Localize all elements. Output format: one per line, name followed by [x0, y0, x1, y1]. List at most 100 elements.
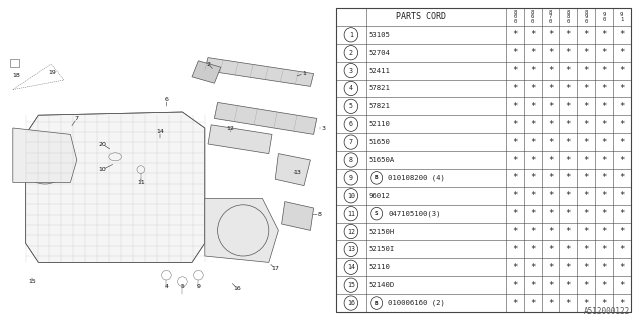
- Text: 3: 3: [321, 125, 325, 131]
- Text: *: *: [601, 156, 607, 164]
- Text: B: B: [375, 300, 378, 306]
- Text: *: *: [548, 102, 553, 111]
- Text: *: *: [530, 102, 535, 111]
- Text: 1: 1: [302, 71, 306, 76]
- Text: *: *: [566, 191, 571, 200]
- Text: *: *: [583, 48, 589, 57]
- Text: *: *: [583, 299, 589, 308]
- Text: *: *: [601, 102, 607, 111]
- Text: *: *: [619, 281, 625, 290]
- Text: *: *: [548, 173, 553, 182]
- Text: S: S: [375, 211, 378, 216]
- Text: 10: 10: [99, 167, 106, 172]
- Polygon shape: [208, 125, 272, 154]
- Text: *: *: [566, 66, 571, 75]
- Polygon shape: [26, 112, 205, 262]
- Text: 6: 6: [164, 97, 168, 102]
- Text: *: *: [512, 120, 518, 129]
- Text: 8
7
0: 8 7 0: [549, 10, 552, 24]
- Text: *: *: [583, 173, 589, 182]
- Text: *: *: [619, 299, 625, 308]
- Text: 3: 3: [349, 68, 353, 74]
- Text: *: *: [601, 191, 607, 200]
- Text: *: *: [548, 227, 553, 236]
- Text: 10: 10: [347, 193, 355, 199]
- Text: 51650A: 51650A: [369, 157, 395, 163]
- Text: 16: 16: [233, 285, 241, 291]
- Text: *: *: [583, 156, 589, 164]
- Text: *: *: [566, 30, 571, 39]
- Text: *: *: [601, 84, 607, 93]
- Text: *: *: [530, 48, 535, 57]
- Text: 96012: 96012: [369, 193, 390, 199]
- Text: *: *: [512, 48, 518, 57]
- Text: *: *: [566, 263, 571, 272]
- Text: A512000122: A512000122: [584, 307, 630, 316]
- Text: *: *: [566, 138, 571, 147]
- Text: *: *: [512, 299, 518, 308]
- Text: *: *: [530, 209, 535, 218]
- Text: 9
0: 9 0: [602, 12, 605, 22]
- Text: *: *: [566, 84, 571, 93]
- Text: *: *: [601, 30, 607, 39]
- Text: *: *: [512, 138, 518, 147]
- Text: *: *: [512, 30, 518, 39]
- Text: *: *: [619, 191, 625, 200]
- Text: 14: 14: [156, 129, 164, 134]
- Polygon shape: [282, 202, 314, 230]
- Text: *: *: [512, 209, 518, 218]
- Text: *: *: [530, 245, 535, 254]
- Text: 9: 9: [349, 175, 353, 181]
- Text: *: *: [548, 120, 553, 129]
- Text: *: *: [512, 191, 518, 200]
- Text: 53105: 53105: [369, 32, 390, 38]
- Text: *: *: [530, 227, 535, 236]
- Polygon shape: [214, 102, 317, 134]
- Text: *: *: [530, 66, 535, 75]
- Text: *: *: [583, 191, 589, 200]
- Text: 047105100(3): 047105100(3): [388, 210, 441, 217]
- Text: *: *: [619, 102, 625, 111]
- Text: *: *: [530, 156, 535, 164]
- Text: 9: 9: [196, 284, 200, 289]
- Text: *: *: [530, 263, 535, 272]
- Text: *: *: [583, 66, 589, 75]
- Text: 12: 12: [347, 228, 355, 235]
- Text: *: *: [583, 245, 589, 254]
- Text: 010006160 (2): 010006160 (2): [388, 300, 445, 306]
- Text: *: *: [512, 66, 518, 75]
- Text: 8: 8: [318, 212, 322, 217]
- Text: 17: 17: [271, 266, 279, 271]
- Text: *: *: [530, 30, 535, 39]
- Text: 20: 20: [99, 141, 106, 147]
- Polygon shape: [192, 61, 221, 83]
- Bar: [10, 59, 19, 67]
- Text: 8
0
0: 8 0 0: [513, 10, 516, 24]
- Text: *: *: [566, 281, 571, 290]
- Text: *: *: [619, 120, 625, 129]
- Text: *: *: [548, 209, 553, 218]
- Text: *: *: [548, 281, 553, 290]
- Text: 5: 5: [349, 103, 353, 109]
- Text: 2: 2: [206, 61, 210, 67]
- Text: *: *: [583, 281, 589, 290]
- Text: *: *: [548, 263, 553, 272]
- Text: *: *: [619, 84, 625, 93]
- Text: *: *: [548, 245, 553, 254]
- Text: *: *: [619, 30, 625, 39]
- Text: 19: 19: [48, 69, 56, 75]
- Text: *: *: [583, 209, 589, 218]
- Text: 52110: 52110: [369, 121, 390, 127]
- Text: 4: 4: [164, 284, 168, 289]
- Text: *: *: [548, 84, 553, 93]
- Text: *: *: [548, 66, 553, 75]
- Text: *: *: [619, 66, 625, 75]
- Text: 7: 7: [75, 116, 79, 121]
- Text: 52150I: 52150I: [369, 246, 395, 252]
- Text: *: *: [530, 120, 535, 129]
- Polygon shape: [205, 198, 278, 262]
- Text: *: *: [583, 102, 589, 111]
- Text: 2: 2: [349, 50, 353, 56]
- Text: 52704: 52704: [369, 50, 390, 56]
- Text: *: *: [619, 227, 625, 236]
